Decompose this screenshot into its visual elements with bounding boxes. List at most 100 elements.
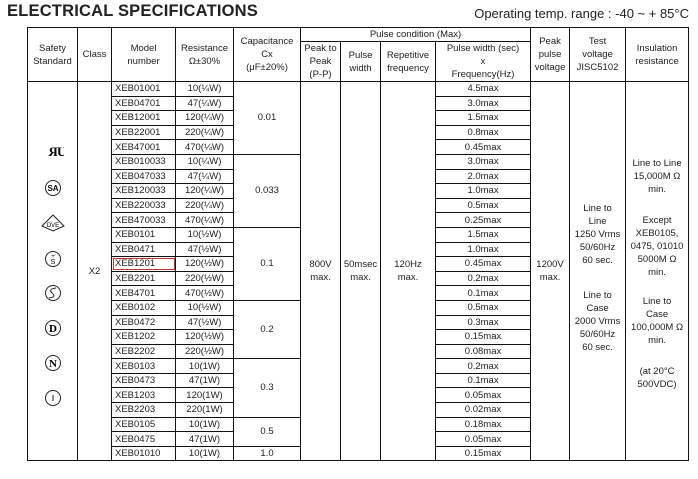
- svg-text:U: U: [57, 144, 64, 158]
- table-row: XEB2202 220(½W) 0.08max: [28, 343, 689, 360]
- resistance: 47(¼W): [175, 168, 234, 185]
- capacitance: 0.1: [233, 226, 301, 301]
- table-row: XEB1203 120(1W) 0.05max: [28, 387, 689, 404]
- class-cell: X2: [77, 80, 112, 462]
- model-number: XEB22001: [111, 124, 176, 141]
- pulse-width-x-frequency: 0.5max: [434, 197, 532, 214]
- resistance: 120(½W): [175, 329, 234, 345]
- table-row: XEB01010 10(1W) 1.0 0.15max: [28, 445, 689, 462]
- table-row: XEB2203 220(1W) 0.02max: [28, 402, 689, 418]
- resistance: 10(1W): [175, 445, 234, 462]
- ul-recognized-icon: RU: [42, 144, 66, 164]
- nemko-icon: N: [44, 354, 62, 374]
- fimko-icon: [44, 389, 62, 409]
- pulse-width-x-frequency: 0.2max: [434, 358, 532, 374]
- semko-icon: [44, 284, 62, 304]
- capacitance: 1.0: [233, 445, 301, 462]
- pulse-width-x-frequency: 1.5max: [434, 226, 532, 243]
- model-number: XEB1202: [111, 329, 176, 345]
- pulse-width-x-frequency: 1.0max: [434, 183, 532, 199]
- pulse-width-x-frequency: 0.45max: [434, 139, 532, 155]
- spec-table: Safety Standard Class Model number Resis…: [27, 27, 690, 462]
- resistance: 470(¼W): [175, 139, 234, 155]
- model-number: XEB0102: [111, 299, 176, 316]
- model-number: XEB0473: [111, 372, 176, 389]
- header-safety-standard: Safety Standard: [27, 27, 78, 82]
- model-number: XEB0475: [111, 431, 176, 447]
- model-number: XEB2203: [111, 402, 176, 418]
- insulation-line-to-case: Line to Case 100,000M Ω min.: [631, 296, 684, 347]
- table-row: XEB22001 220(¼W) 0.8max: [28, 124, 689, 141]
- model-number: XEB0103: [111, 358, 176, 374]
- resistance: 220(½W): [175, 270, 234, 287]
- pulse-width-x-frequency: 1.0max: [434, 241, 532, 258]
- header-peak-to-peak: Peak to Peak (P-P): [300, 41, 341, 82]
- model-number: XEB04701: [111, 95, 176, 112]
- svg-text:R: R: [47, 144, 57, 158]
- model-number: XEB4701: [111, 285, 176, 301]
- resistance: 120(½W): [175, 256, 234, 272]
- capacitance: 0.3: [233, 358, 301, 418]
- test-voltage-line-to-line: Line to Line 1250 Vrms 50/60Hz 60 sec.: [574, 203, 621, 267]
- resistance: 47(1W): [175, 372, 234, 389]
- pulse-width-x-frequency: 0.3max: [434, 314, 532, 331]
- pulse-width-x-frequency: 0.1max: [434, 372, 532, 389]
- resistance: 220(¼W): [175, 197, 234, 214]
- pulse-width-x-frequency: 0.1max: [434, 285, 532, 301]
- model-number: XEB0105: [111, 416, 176, 433]
- demko-icon: D: [44, 319, 62, 339]
- pulse-width-x-frequency: 0.2max: [434, 270, 532, 287]
- resistance: 470(¼W): [175, 212, 234, 228]
- pulse-width-x-frequency: 2.0max: [434, 168, 532, 185]
- model-number: XEB12001: [111, 110, 176, 126]
- resistance: 47(¼W): [175, 95, 234, 112]
- pulse-width-x-frequency: 3.0max: [434, 153, 532, 170]
- table-row: XEB0471 47(½W) 1.0max: [28, 241, 689, 258]
- resistance: 10(¼W): [175, 81, 234, 97]
- table-row: XEB047033 47(¼W) 2.0max: [28, 168, 689, 185]
- model-number: XEB220033: [111, 197, 176, 214]
- header-resistance: Resistance Ω±30%: [175, 27, 234, 82]
- test-voltage-cell: Line to Line 1250 Vrms 50/60Hz 60 sec. Li…: [569, 80, 627, 462]
- header-pulse-condition: Pulse condition (Max): [299, 27, 532, 42]
- table-row: XEB12001 120(¼W) 1.5max: [28, 110, 689, 126]
- svg-text:D: D: [49, 323, 57, 335]
- model-number: XEB010033: [111, 153, 176, 170]
- resistance: 10(½W): [175, 299, 234, 316]
- model-number: XEB120033: [111, 183, 176, 199]
- pulse-width-x-frequency: 0.45max: [434, 256, 532, 272]
- capacitance: 0.033: [233, 153, 301, 228]
- header-pulse-width-x-frequency: Pulse width (sec) x Frequency(Hz): [434, 41, 532, 82]
- resistance: 10(1W): [175, 358, 234, 374]
- capacitance: 0.2: [233, 299, 301, 360]
- header-class: Class: [77, 27, 112, 82]
- pulse-width-x-frequency: 0.02max: [434, 402, 532, 418]
- insulation-resistance-cell: Line to Line 15,000M Ω min. Except XEB010…: [625, 80, 690, 462]
- model-number: XEB047033: [111, 168, 176, 185]
- model-number: XEB1201: [111, 256, 176, 272]
- model-number: XEB0101: [111, 226, 176, 243]
- pulse-width-x-frequency: 0.15max: [434, 445, 532, 462]
- model-number: XEB0471: [111, 241, 176, 258]
- model-number: XEB2201: [111, 270, 176, 287]
- peak-pulse-voltage-cell: 1200V max.: [530, 80, 571, 462]
- repetitive-frequency-cell: 120Hz max.: [380, 80, 436, 462]
- header-pulse-width: Pulse width: [340, 41, 381, 82]
- header-capacitance: Capacitance Cx (μF±20%): [233, 27, 301, 82]
- pulse-width-x-frequency: 0.05max: [434, 387, 532, 404]
- resistance: 120(¼W): [175, 183, 234, 199]
- table-row: XEB120033 120(¼W) 1.0max: [28, 183, 689, 199]
- resistance: 220(¼W): [175, 124, 234, 141]
- model-number: XEB47001: [111, 139, 176, 155]
- svg-text:N: N: [49, 358, 57, 370]
- resistance: 470(½W): [175, 285, 234, 301]
- model-number: XEB1203: [111, 387, 176, 404]
- pulse-width-x-frequency: 0.18max: [434, 416, 532, 433]
- pulse-width-x-frequency: 0.5max: [434, 299, 532, 316]
- pulse-width-x-frequency: 0.05max: [434, 431, 532, 447]
- page-title: ELECTRICAL SPECIFICATIONS: [7, 2, 258, 20]
- capacitance: 0.01: [233, 81, 301, 155]
- resistance: 47(½W): [175, 314, 234, 331]
- pulse-width-x-frequency: 0.15max: [434, 329, 532, 345]
- vde-icon: DVE: [40, 214, 65, 234]
